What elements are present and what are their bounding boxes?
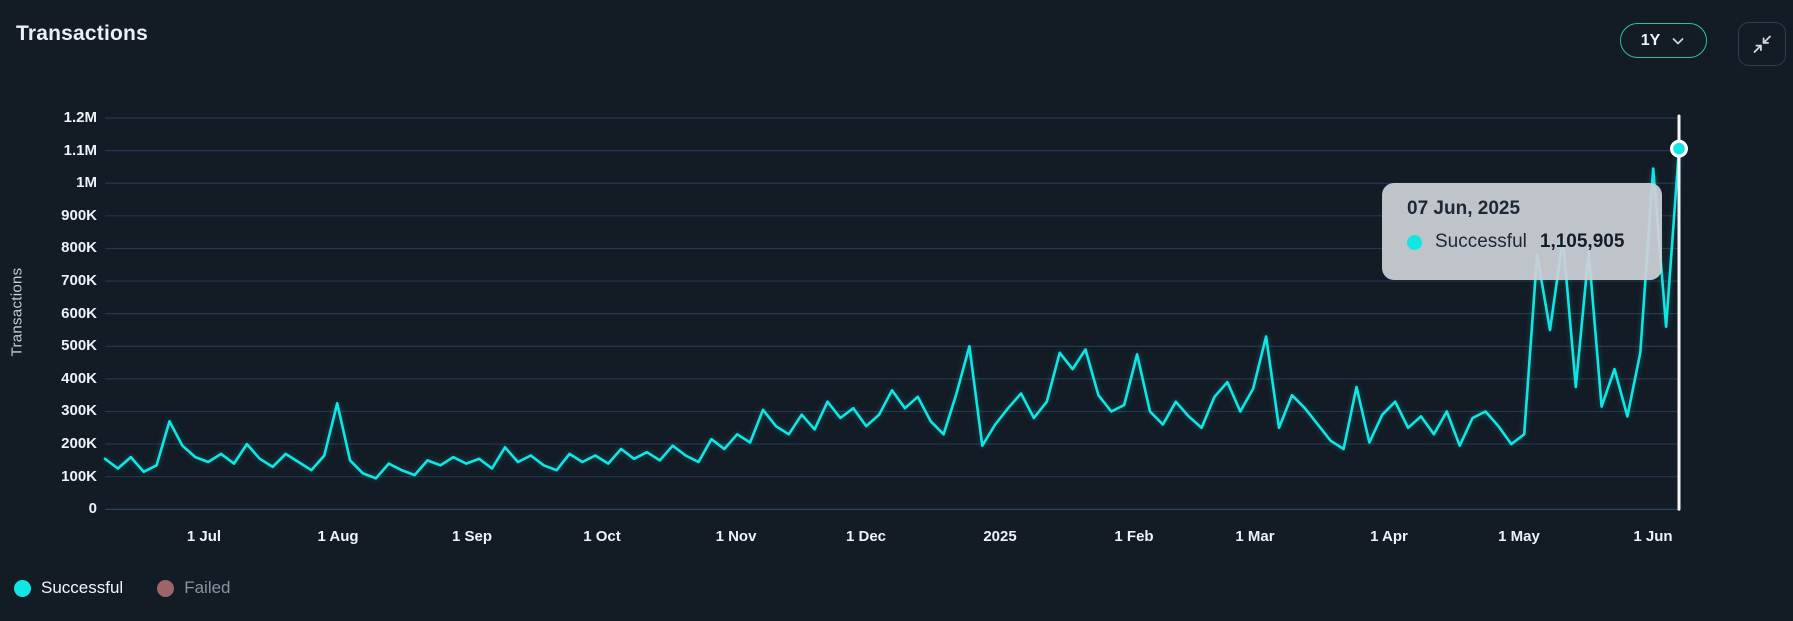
tooltip-series-value: 1,105,905	[1539, 231, 1625, 252]
legend-label-successful: Successful	[41, 578, 124, 597]
y-axis-tick-label: 500K	[61, 337, 97, 355]
x-axis-tick-label: 1 Mar	[1235, 528, 1275, 545]
tooltip-series-dot	[1407, 234, 1422, 250]
y-axis-tick-label: 200K	[61, 435, 97, 453]
y-axis-tick-label: 100K	[61, 467, 97, 485]
y-axis-tick-label: 400K	[61, 369, 97, 387]
collapse-button[interactable]	[1738, 22, 1786, 66]
x-axis-tick-label: 1 Sep	[451, 528, 493, 545]
chart-tooltip: 07 Jun, 2025 Successful 1,105,905	[1382, 183, 1662, 280]
y-axis-tick-label: 1.1M	[63, 141, 97, 159]
series-line-successful	[103, 147, 1681, 480]
x-axis-tick-label: 1 May	[1498, 528, 1540, 545]
legend: Successful Failed	[14, 578, 231, 598]
legend-item-failed[interactable]: Failed	[157, 578, 231, 598]
x-axis-tick-label: 1 Jul	[186, 528, 222, 545]
y-axis-tick-label: 1M	[76, 174, 97, 192]
tooltip-series-label: Successful	[1435, 231, 1527, 252]
page-title: Transactions	[16, 22, 148, 45]
legend-dot-successful	[14, 579, 31, 597]
x-axis-tick-label: 1 Apr	[1370, 528, 1408, 545]
legend-item-successful[interactable]: Successful	[14, 578, 123, 598]
x-axis-tick-label: 1 Nov	[715, 528, 757, 545]
x-axis-tick-label: 1 Oct	[583, 528, 621, 545]
y-axis-tick-label: 900K	[61, 206, 97, 224]
x-axis-tick-label: 1 Jun	[1633, 528, 1673, 545]
x-axis-tick-label: 1 Feb	[1114, 528, 1154, 545]
y-axis-tick-label: 1.2M	[63, 109, 97, 126]
chevron-down-icon	[1672, 37, 1684, 44]
y-axis-tick-label: 800K	[61, 239, 97, 257]
y-axis-tick-label: 700K	[61, 272, 97, 290]
x-axis-tick-label: 2025	[983, 528, 1017, 545]
legend-label-failed: Failed	[184, 578, 231, 597]
tooltip-date: 07 Jun, 2025	[1407, 198, 1521, 219]
legend-dot-failed	[157, 579, 175, 597]
x-axis-tick-label: 1 Dec	[845, 528, 887, 545]
time-range-label: 1Y	[1640, 31, 1661, 49]
time-range-button[interactable]: 1Y	[1620, 23, 1707, 58]
x-axis-tick-label: 1 Aug	[317, 528, 359, 545]
y-axis-tick-label: 300K	[61, 402, 97, 420]
y-axis-tick-label: 600K	[61, 304, 97, 322]
collapse-arrows-icon	[1753, 35, 1771, 53]
y-axis-tick-label: 0	[88, 500, 97, 518]
